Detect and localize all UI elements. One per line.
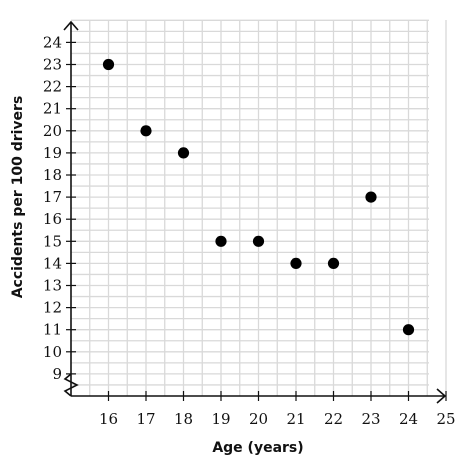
x-tick-label: 23: [361, 410, 380, 428]
data-point: [140, 125, 152, 137]
y-tick-label: 13: [43, 277, 62, 295]
data-point: [327, 257, 340, 269]
y-tick-label: 17: [43, 188, 62, 206]
y-tick-label: 16: [43, 210, 62, 228]
y-axis-title: Accidents per 100 drivers: [10, 96, 26, 299]
y-axis-break: [63, 373, 79, 397]
data-point: [290, 257, 302, 269]
y-tick-label: 18: [43, 166, 62, 184]
y-tick-label: 19: [43, 144, 62, 162]
data-point: [252, 235, 265, 247]
x-axis-title: Age (years): [212, 440, 303, 456]
y-tick-label: 9: [52, 365, 62, 383]
x-tick-label: 17: [136, 410, 155, 428]
x-tick-label: 20: [249, 410, 268, 428]
y-tick-label: 12: [43, 299, 62, 317]
x-tick-label: 25: [436, 410, 455, 428]
y-tick-label: 24: [43, 33, 62, 51]
data-point: [177, 147, 190, 159]
data-point: [102, 58, 115, 71]
data-point: [402, 324, 415, 336]
data-point: [365, 191, 377, 203]
y-axis-arrow: [63, 20, 79, 31]
y-tick-label: 14: [43, 254, 62, 272]
y-tick-label: 20: [43, 122, 62, 140]
y-tick-label: 11: [43, 321, 62, 339]
data-points: [102, 58, 415, 336]
y-tick-label: 22: [43, 78, 62, 96]
x-tick-label: 21: [286, 410, 305, 428]
x-tick-label: 24: [399, 410, 418, 428]
y-tick-label: 23: [43, 56, 62, 74]
x-tick-label: 19: [211, 410, 230, 428]
axes: [63, 20, 447, 404]
y-tick-label: 15: [43, 232, 62, 250]
x-tick-label: 16: [99, 410, 118, 428]
x-tick-label: 18: [174, 410, 193, 428]
y-tick-label: 21: [43, 100, 62, 118]
y-tick-label: 10: [43, 343, 62, 361]
x-tick-label: 22: [324, 410, 343, 428]
x-axis-arrow: [436, 388, 447, 404]
data-point: [215, 235, 227, 247]
ticks: 16 17 18 19 20 21 22 23 24 25 9 10 11 12 13 14 15 16 17 18 1…: [43, 33, 456, 428]
grid: [71, 19, 447, 396]
